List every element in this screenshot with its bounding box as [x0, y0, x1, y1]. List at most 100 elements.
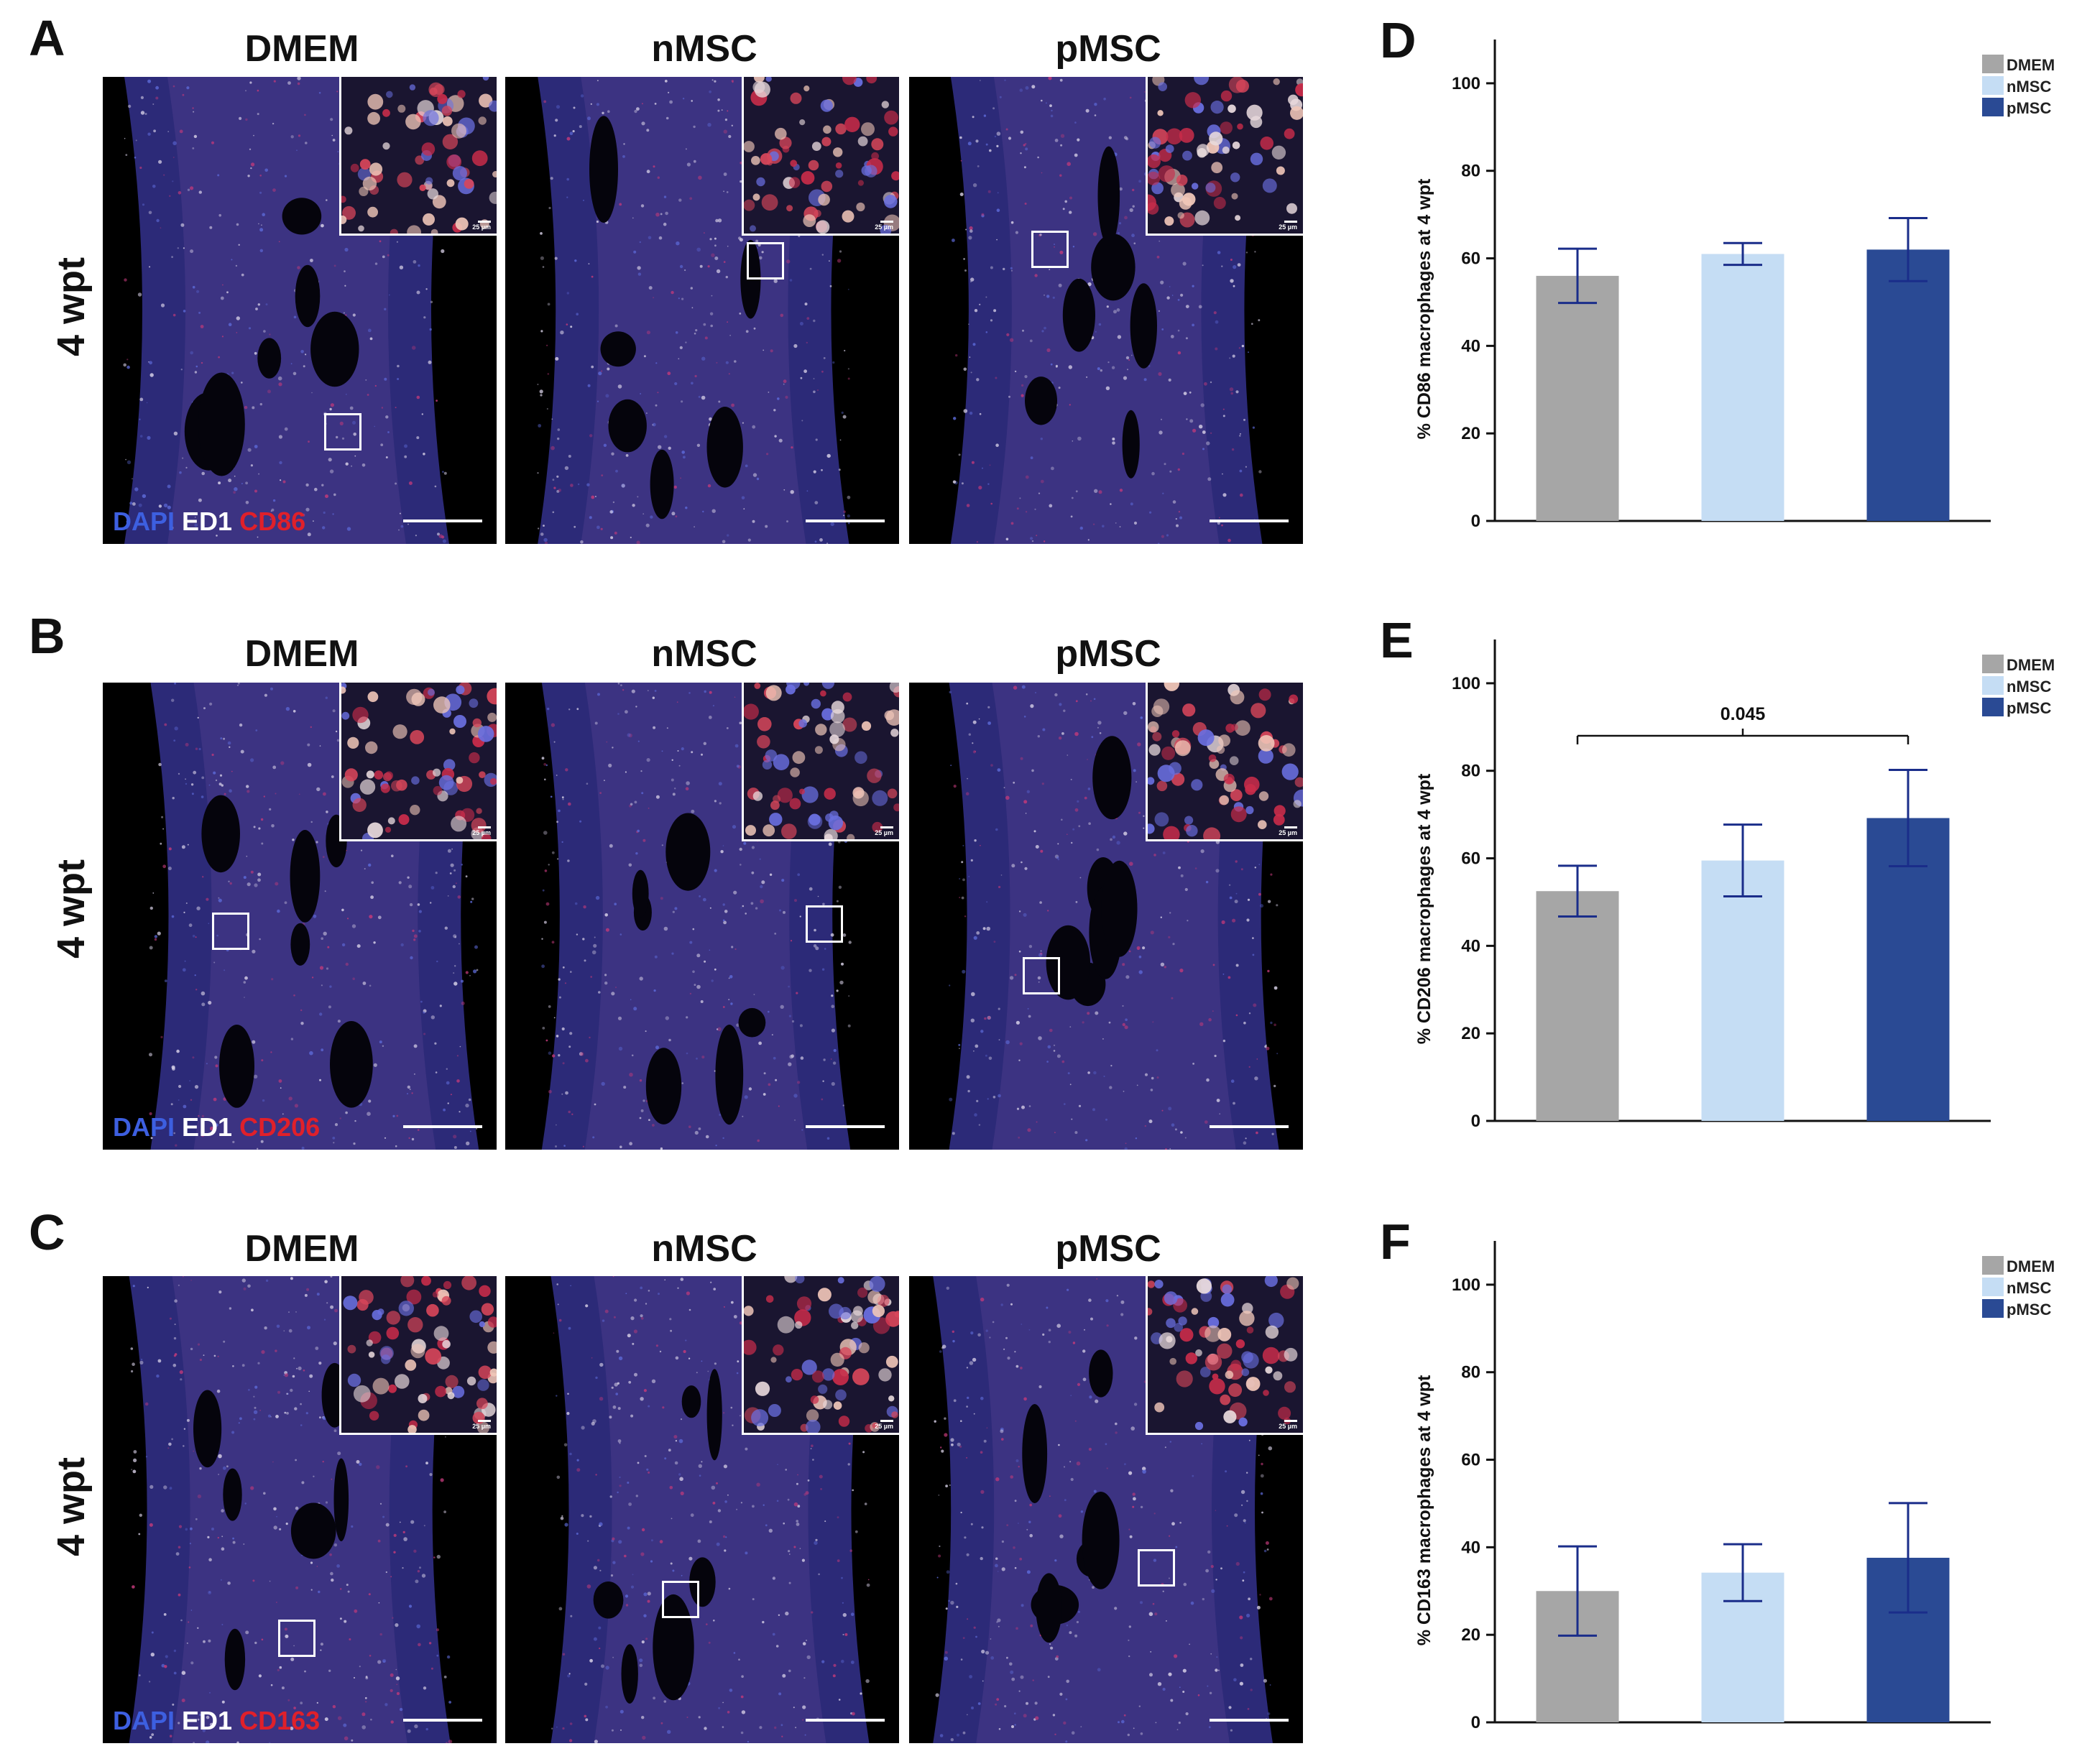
- y-tick-label: 40: [1461, 936, 1480, 956]
- inset-texture: [744, 77, 899, 234]
- micrograph-b-pmsc: 25 µm: [909, 683, 1303, 1150]
- stain-ed1: ED1: [182, 1706, 233, 1735]
- region-of-interest-box: [806, 905, 843, 943]
- y-tick-label: 100: [1452, 1275, 1480, 1295]
- inset-image: 25 µm: [742, 683, 899, 841]
- legend-label-nmsc: nMSC: [2007, 78, 2051, 96]
- micrograph-a-pmsc: 25 µm: [909, 77, 1303, 544]
- stain-dapi: DAPI: [113, 1112, 175, 1142]
- title-b-pmsc: pMSC: [1055, 633, 1161, 675]
- stain-ed1: ED1: [182, 1112, 233, 1142]
- y-axis-label: % CD86 macrophages at 4 wpt: [1414, 178, 1434, 439]
- stain-marker: CD206: [239, 1112, 321, 1142]
- inset-image: 25 µm: [742, 1276, 899, 1435]
- micrograph-c-pmsc: 25 µm: [909, 1276, 1303, 1743]
- y-tick-label: 100: [1452, 674, 1480, 693]
- y-tick-label: 60: [1461, 249, 1480, 269]
- inset-image: 25 µm: [742, 77, 899, 236]
- panel-letter-d: D: [1380, 12, 1417, 68]
- panel-letter-e: E: [1380, 612, 1414, 668]
- title-a-dmem: DMEM: [244, 28, 359, 70]
- legend-swatch-pmsc: [1982, 98, 2004, 116]
- inset-image: 25 µm: [1146, 1276, 1303, 1435]
- micrograph-c-dmem: 25 µm DAPI ED1 CD163: [103, 1276, 497, 1743]
- legend-label-dmem: DMEM: [2007, 656, 2055, 674]
- inset-texture: [1148, 683, 1303, 839]
- y-tick-label: 0: [1471, 1713, 1480, 1732]
- micrograph-a-dmem: 25 µm DAPI ED1 CD86: [103, 77, 497, 544]
- legend-label-dmem: DMEM: [2007, 56, 2055, 74]
- y-tick-label: 80: [1461, 162, 1480, 181]
- y-axis-label: % CD163 macrophages at 4 wpt: [1414, 1375, 1434, 1645]
- legend-swatch-nmsc: [1982, 76, 2004, 95]
- inset-scale-label: 25 µm: [472, 826, 491, 836]
- title-c-nmsc: nMSC: [651, 1228, 757, 1270]
- y-axis-label: % CD206 macrophages at 4 wpt: [1414, 773, 1434, 1044]
- legend-swatch-dmem: [1982, 655, 2004, 673]
- region-of-interest-box: [662, 1581, 699, 1618]
- bar-dmem: [1536, 891, 1619, 1121]
- region-of-interest-box: [278, 1620, 315, 1657]
- inset-image: 25 µm: [339, 683, 497, 841]
- scale-bar: [806, 1719, 885, 1722]
- micrograph-c-nmsc: 25 µm: [505, 1276, 899, 1743]
- region-of-interest-box: [324, 413, 361, 451]
- inset-scale-label: 25 µm: [1279, 826, 1297, 836]
- bar-nmsc: [1701, 254, 1784, 521]
- inset-texture: [341, 77, 497, 234]
- legend-swatch-dmem: [1982, 1256, 2004, 1275]
- legend-label-pmsc: pMSC: [2007, 99, 2051, 117]
- y-tick-label: 60: [1461, 849, 1480, 869]
- p-value-label: 0.045: [1721, 704, 1766, 724]
- stain-ed1: ED1: [182, 507, 233, 536]
- chart-e: E 0 20 40 60 80 100 % CD206 macrophages at 4 wp…: [1351, 600, 2082, 1175]
- y-tick-label: 20: [1461, 1625, 1480, 1645]
- legend-label-nmsc: nMSC: [2007, 678, 2051, 696]
- panel-letter-a: A: [29, 10, 65, 66]
- region-of-interest-box: [1138, 1549, 1175, 1587]
- inset-image: 25 µm: [1146, 77, 1303, 236]
- y-tick-label: 60: [1461, 1451, 1480, 1470]
- inset-scale-label: 25 µm: [472, 221, 491, 231]
- inset-texture: [341, 683, 497, 839]
- title-a-pmsc: pMSC: [1055, 28, 1161, 70]
- chart-e-svg: E 0 20 40 60 80 100 % CD206 macrophages at 4 wp…: [1380, 612, 2055, 1131]
- stain-legend: DAPI ED1 CD86: [113, 507, 305, 537]
- legend-label-dmem: DMEM: [2007, 1257, 2055, 1275]
- tissue-texture: [103, 1276, 497, 1743]
- micrograph-a-nmsc: 25 µm: [505, 77, 899, 544]
- stain-legend: DAPI ED1 CD206: [113, 1112, 320, 1142]
- scale-bar: [1210, 1125, 1289, 1128]
- inset-texture: [343, 1276, 497, 1433]
- region-of-interest-box: [747, 242, 784, 280]
- title-b-dmem: DMEM: [244, 633, 359, 675]
- y-tick-label: 80: [1461, 1363, 1480, 1382]
- legend-swatch-nmsc: [1982, 676, 2004, 695]
- chart-f-svg: F 0 20 40 60 80 100 % CD163 macrophages at 4 wp…: [1380, 1214, 2055, 1732]
- chart-f: F 0 20 40 60 80 100 % CD163 macrophages at 4 wp…: [1351, 1201, 2082, 1760]
- region-of-interest-box: [1023, 957, 1060, 994]
- inset-texture: [744, 1276, 899, 1433]
- stain-marker: CD86: [239, 507, 306, 536]
- panel-letter-b: B: [29, 608, 65, 664]
- legend-swatch-nmsc: [1982, 1278, 2004, 1296]
- inset-image: 25 µm: [339, 77, 497, 236]
- legend-label-pmsc: pMSC: [2007, 1301, 2051, 1319]
- panel-letter-c: C: [29, 1204, 65, 1260]
- chart-d-svg: D 0 20 40 60 80 100 % CD86 macrophages at 4 wpt…: [1380, 12, 2055, 531]
- y-tick-label: 100: [1452, 74, 1480, 93]
- inset-scale-label: 25 µm: [875, 826, 893, 836]
- scale-bar: [403, 1719, 482, 1722]
- y-tick-label: 20: [1461, 424, 1480, 443]
- bar-dmem: [1536, 275, 1619, 521]
- scale-bar: [1210, 519, 1289, 522]
- scale-bar: [403, 1125, 482, 1128]
- stain-dapi: DAPI: [113, 507, 175, 536]
- y-tick-label: 20: [1461, 1024, 1480, 1043]
- legend-swatch-pmsc: [1982, 1299, 2004, 1318]
- y-tick-label: 0: [1471, 1112, 1480, 1131]
- inset-scale-label: 25 µm: [472, 1420, 491, 1430]
- bar-pmsc: [1866, 249, 1950, 521]
- title-b-nmsc: nMSC: [651, 633, 757, 675]
- stain-dapi: DAPI: [113, 1706, 175, 1735]
